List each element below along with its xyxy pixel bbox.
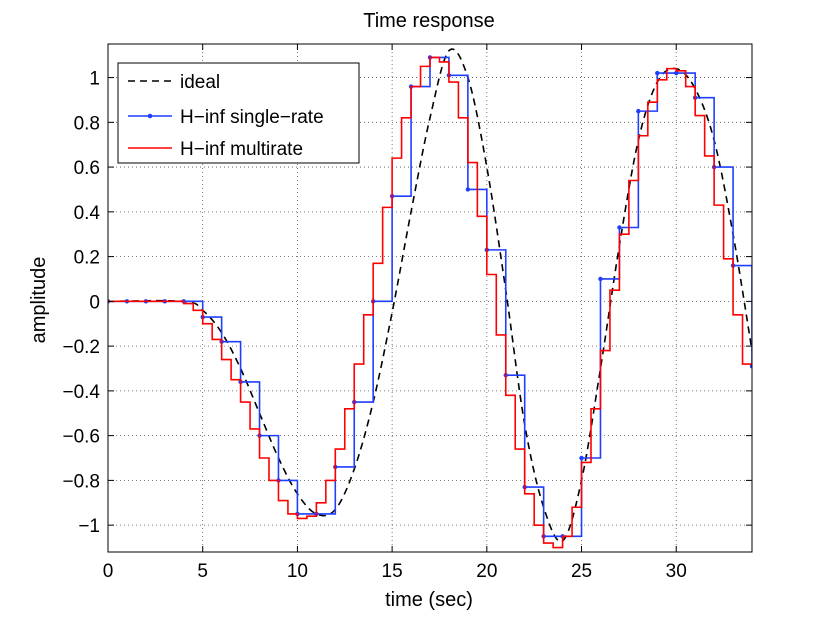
- x-tick-label: 15: [382, 561, 403, 582]
- y-tick-label: 0.4: [74, 203, 101, 224]
- y-tick-label: 0.8: [74, 113, 100, 134]
- legend-label-ideal: ideal: [180, 72, 220, 93]
- y-tick-label: 0.2: [74, 248, 100, 269]
- y-tick-label: 1: [89, 69, 100, 90]
- y-tick-label: 0.6: [74, 158, 100, 179]
- single-rate-point: [617, 225, 622, 230]
- single-rate-point: [579, 455, 584, 461]
- single-rate-point: [598, 276, 603, 282]
- x-axis-label: time (sec): [385, 589, 473, 611]
- x-tick-label: 0: [103, 561, 114, 582]
- y-tick-label: −0.8: [62, 471, 100, 492]
- x-tick-label: 30: [666, 561, 687, 582]
- series-layer: [108, 48, 752, 549]
- y-tick-label: 0: [89, 292, 100, 313]
- x-tick-labels: 0 5 10 15 20 25 30: [103, 561, 687, 582]
- chart-title: Time response: [363, 10, 495, 32]
- single-rate-point: [465, 187, 471, 192]
- ideal-line: [108, 48, 752, 543]
- legend-box: [117, 62, 360, 164]
- x-tick-label: 10: [287, 561, 308, 582]
- y-tick-label: −1: [78, 516, 100, 537]
- y-tick-labels: −1 −0.8 −0.6 −0.4 −0.2 0 0.2 0.4 0.6 0.8 1: [62, 69, 100, 538]
- series-0: [108, 48, 752, 543]
- legend-label-multirate: H−inf multirate: [180, 139, 303, 160]
- tick-marks: [107, 44, 752, 552]
- legend-label-single-rate: H−inf single−rate: [180, 107, 324, 128]
- y-tick-label: −0.6: [62, 427, 100, 448]
- single-rate-point: [674, 70, 679, 76]
- single-rate-point: [655, 70, 660, 76]
- axes-box: [107, 43, 753, 553]
- legend-marker-single-rate: [147, 113, 153, 119]
- y-tick-label: −0.4: [62, 382, 100, 403]
- series-2: [108, 56, 752, 549]
- single-rate-point: [636, 108, 641, 114]
- x-tick-label: 5: [197, 561, 208, 582]
- x-tick-label: 25: [571, 561, 592, 582]
- multirate-line: [108, 56, 752, 549]
- y-axis-label: amplitude: [28, 257, 50, 344]
- legend: ideal H−inf single−rate H−inf multirate: [117, 62, 360, 164]
- y-tick-label: −0.2: [62, 337, 100, 358]
- x-tick-label: 20: [476, 561, 497, 582]
- single-rate-point: [749, 364, 752, 369]
